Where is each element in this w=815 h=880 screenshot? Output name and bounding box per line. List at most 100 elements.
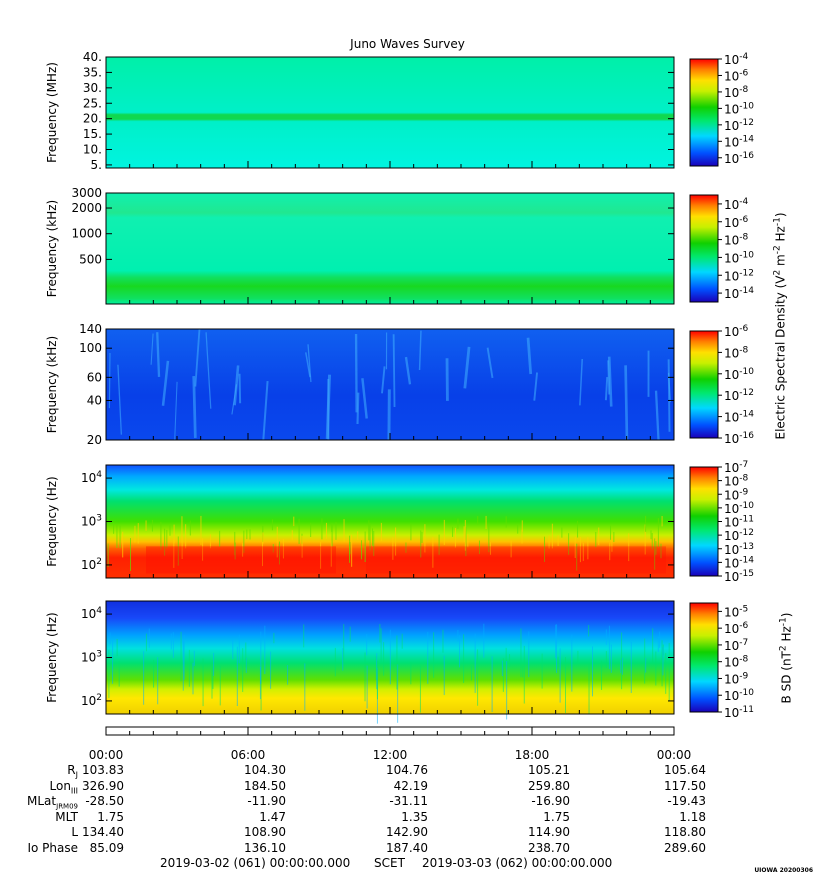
ephemeris-value: 289.60 <box>664 840 706 855</box>
ephemeris-value: 108.90 <box>244 825 286 839</box>
ephemeris-value: 1.75 <box>97 809 124 824</box>
spectrogram-texture-4 <box>105 515 666 574</box>
footer-end-time: 2019-03-03 (062) 00:00:00.000 <box>422 856 613 870</box>
ytick-label: 10. <box>83 143 102 157</box>
chart-title: Juno Waves Survey <box>350 37 465 51</box>
ytick-label: 40 <box>87 393 102 407</box>
colorbar-tick-label: 10-8 <box>724 85 749 100</box>
time-label: 12:00 <box>372 748 408 762</box>
colorbar-label-electric-text: Electric Spectral Density (V2 m-2 Hz-1) <box>772 212 788 440</box>
colorbar-tick-label: 10-14 <box>724 134 754 149</box>
ytick-label: 30. <box>83 81 102 95</box>
ytick-label: 40. <box>83 50 102 64</box>
ephemeris-value: 134.40 <box>82 825 124 839</box>
colorbar-tick-label: 10-8 <box>724 345 749 360</box>
panel-1: 5.10. 15.20. 25.30. 35.40. Frequency (MHz) 10… <box>45 50 754 172</box>
panel-4: 102 103 104 Frequency (Hz) 10-710-810-910-10… <box>45 460 754 584</box>
ephemeris-value: 105.64 <box>664 763 706 777</box>
colorbar-tick-label: 10-4 <box>724 52 749 67</box>
colorbar-tick-label: 10-5 <box>724 604 748 619</box>
ephemeris-value: 1.18 <box>679 809 706 824</box>
ytick-label: 104 <box>81 470 102 485</box>
ylabel-3: Frequency (kHz) <box>45 336 59 433</box>
ephemeris-label: MLatJRM09 <box>27 794 78 811</box>
ytick-label: 1000 <box>71 227 102 241</box>
ytick-label: 100 <box>79 341 102 355</box>
ephemeris-label: LonIII <box>49 778 79 795</box>
colorbar-tick-label: 10-11 <box>724 705 754 720</box>
colorbar-bar <box>689 602 719 713</box>
colorbar-tick-label: 10-11 <box>724 515 754 530</box>
colorbar-bar <box>689 194 719 303</box>
ephemeris-value: 238.70 <box>528 840 570 855</box>
colorbar-tick-label: 10-14 <box>724 286 754 301</box>
time-label: 00:00 <box>656 748 692 762</box>
colorbar-tick-label: 10-8 <box>724 233 749 248</box>
colorbar-tick-label: 10-9 <box>724 487 749 502</box>
colorbar-tick-label: 10-16 <box>724 151 754 166</box>
colorbar-tick-label: 10-7 <box>724 460 748 475</box>
colorbar-tick-label: 10-6 <box>724 324 749 339</box>
ytick-label: 140 <box>79 322 102 336</box>
footer-start-time: 2019-03-02 (061) 00:00:00.000 <box>160 856 351 870</box>
ylabel-4: Frequency (Hz) <box>45 476 59 567</box>
ytick-label: 103 <box>81 514 102 529</box>
colorbar-tick-label: 10-6 <box>724 215 749 230</box>
colorbar-tick-label: 10-6 <box>724 68 749 83</box>
ytick-label: 25. <box>83 96 102 110</box>
ylabel-5: Frequency (Hz) <box>45 612 59 703</box>
colorbar-bar <box>689 58 719 167</box>
uiowa-stamp: UIOWA 20200306 <box>754 867 813 874</box>
spectrogram-1 <box>106 57 674 168</box>
ytick-label: 5. <box>91 158 102 172</box>
colorbar-label-magnetic-text: B SD (nT2 Hz-1) <box>778 612 794 704</box>
ephemeris-value: 187.40 <box>386 840 428 855</box>
colorbar-bar <box>689 330 719 439</box>
ytick-label: 15. <box>83 127 102 141</box>
ephemeris-label: MLT <box>55 809 78 824</box>
colorbar-tick-label: 10-12 <box>724 268 754 283</box>
colorbar-tick-label: 10-8 <box>724 655 749 670</box>
ephemeris-value: -16.90 <box>531 794 570 808</box>
ytick-label: 2000 <box>71 201 102 215</box>
colorbar-bar <box>689 466 719 577</box>
colorbar-tick-label: 10-9 <box>724 671 749 686</box>
colorbar-5: 10-5 10-6 10-7 10-810-9 10-10 10-11 <box>689 602 754 720</box>
time-label: 18:00 <box>514 748 550 762</box>
ephemeris-value: 1.35 <box>401 809 428 824</box>
ephemeris-value: 326.90 <box>82 778 124 793</box>
ytick-label: 102 <box>81 557 102 572</box>
colorbar-tick-label: 10-8 <box>724 474 749 489</box>
ephemeris-value: 184.50 <box>244 778 286 793</box>
colorbar-tick-label: 10-10 <box>724 101 754 116</box>
colorbar-tick-label: 10-4 <box>724 197 749 212</box>
colorbar-tick-label: 10-16 <box>724 431 754 446</box>
colorbar-tick-label: 10-10 <box>724 688 754 703</box>
ytick-label: 35. <box>83 65 102 79</box>
ephemeris-value: 42.19 <box>393 778 428 793</box>
ytick-label: 20. <box>83 112 102 126</box>
ephemeris-value: 105.21 <box>528 763 570 777</box>
colorbar-tick-label: 10-10 <box>724 501 754 516</box>
colorbar-tick-label: 10-13 <box>724 542 754 557</box>
ytick-label: 104 <box>81 606 102 621</box>
ytick-label: 102 <box>81 693 102 708</box>
ytick-label: 60 <box>87 370 102 384</box>
ephemeris-value: 103.83 <box>82 763 124 777</box>
ephemeris-value: 1.47 <box>259 809 286 824</box>
ephemeris-value: 117.50 <box>664 778 706 793</box>
ephemeris-value: 1.75 <box>543 809 570 824</box>
ephemeris-value: 104.30 <box>244 763 286 777</box>
spectrogram-texture-3 <box>108 328 672 441</box>
ephemeris-value: -19.43 <box>667 794 706 808</box>
ephemeris-value: 118.80 <box>664 825 706 839</box>
colorbar-tick-label: 10-12 <box>724 388 754 403</box>
ephemeris-label: Io Phase <box>27 840 78 855</box>
ephemeris-value: -28.50 <box>85 794 124 808</box>
colorbar-tick-label: 10-14 <box>724 410 754 425</box>
colorbar-tick-label: 10-12 <box>724 118 754 133</box>
footer-scet-label: SCET <box>374 856 405 870</box>
ephemeris-value: -31.11 <box>389 794 428 808</box>
